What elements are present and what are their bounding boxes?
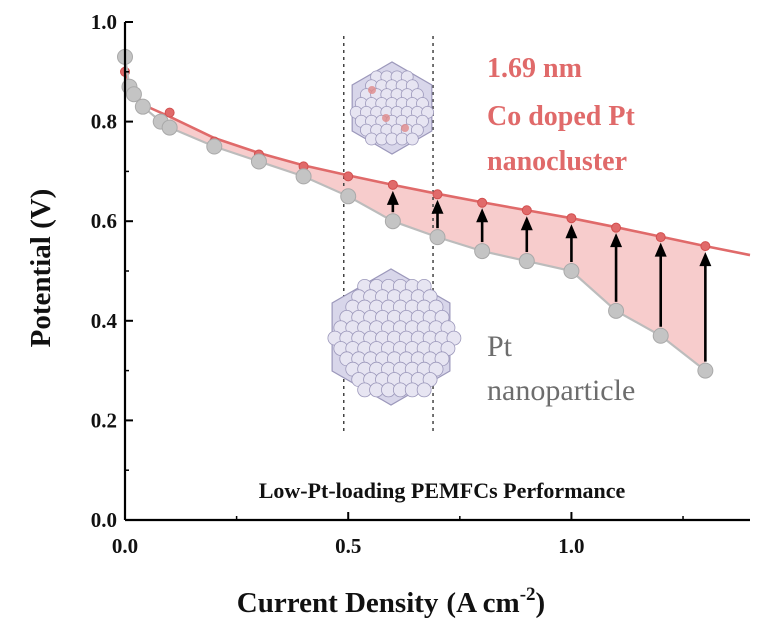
x-tick-label: 1.0 [558,534,584,558]
cluster-point [164,107,175,118]
improvement-arrow [386,190,399,213]
nanoparticle-point [518,253,535,270]
large-nanoparticle-icon-atom [416,382,432,398]
improvement-arrow [520,216,533,253]
red-label-line-1: 1.69 nm [487,53,582,84]
cluster-illustrations [327,61,462,406]
cluster-point [521,205,532,216]
cluster-point [387,179,398,190]
x-axis-title-suffix: ) [536,587,546,619]
x-axis-title-units: (A cm [446,587,519,619]
improvement-arrow [610,233,623,302]
cluster-point [700,241,711,252]
improvement-arrow [699,252,712,362]
nanoparticle-point [652,327,669,344]
arrow-head [610,233,623,248]
red-label-line-3: nanocluster [487,146,627,177]
nanoparticle-point [206,138,223,155]
cobalt-dopant-atom [382,114,390,122]
x-axis-title-exponent: -2 [520,584,536,605]
nanoparticle-point [250,153,267,170]
cluster-point [343,171,354,182]
arrow-head [431,199,444,214]
arrow-head [654,242,667,257]
improvement-arrow [431,199,444,229]
nanoparticle-point [161,119,178,136]
y-tick-label: 1.0 [91,10,117,34]
arrow-head [476,208,489,223]
x-axis-title-main: Current Density [237,587,439,619]
y-tick-label: 0.6 [91,209,117,233]
nanoparticle-point [697,362,714,379]
improvement-arrow [476,208,489,243]
cluster-point [611,222,622,233]
cobalt-dopant-atom [368,86,376,94]
x-tick-label: 0.5 [335,534,361,558]
y-tick-label: 0.4 [91,309,118,333]
improvement-arrow [565,224,578,262]
small-nanocluster-icon-atom [405,132,419,146]
arrow-head [699,252,712,267]
small-nanocluster-icon [349,61,435,155]
nanoparticle-point [384,213,401,230]
nanoparticle-point [608,302,625,319]
nanoparticle-point [125,86,142,103]
y-tick-label: 0.0 [91,508,117,532]
cluster-point [566,213,577,224]
nanoparticle-point [295,168,312,185]
series-layer [117,48,751,379]
gray-label-line-2: nanoparticle [487,374,635,407]
cluster-point [477,197,488,208]
x-axis-title: Current Density (A cm-2) [237,584,545,619]
gray-label-line-1: Pt [487,330,513,363]
arrow-head [565,224,578,239]
large-nanoparticle-icon [327,268,462,406]
nanoparticle-point [134,98,151,115]
y-tick-label: 0.2 [91,408,117,432]
y-tick-label: 0.8 [91,110,117,134]
nanoparticle-point [474,243,491,260]
y-axis-title: Potential (V) [25,189,57,348]
nanoparticle-point [429,229,446,246]
nanoparticle-point [340,188,357,205]
arrow-head [520,216,533,231]
arrow-head [386,190,399,205]
cluster-point [432,189,443,200]
bottom-note: Low-Pt-loading PEMFCs Performance [259,478,626,503]
arrows-layer [386,190,712,362]
cluster-point [655,232,666,243]
nanoparticle-point [563,263,580,279]
improvement-arrow [654,242,667,327]
red-label-line-2: Co doped Pt [487,101,635,132]
axes-layer: 0.0 0.2 0.4 0.6 0.8 1.0 0.0 0.5 1.0 [91,10,750,558]
x-tick-label: 0.0 [112,534,138,558]
cobalt-dopant-atom [401,124,409,132]
